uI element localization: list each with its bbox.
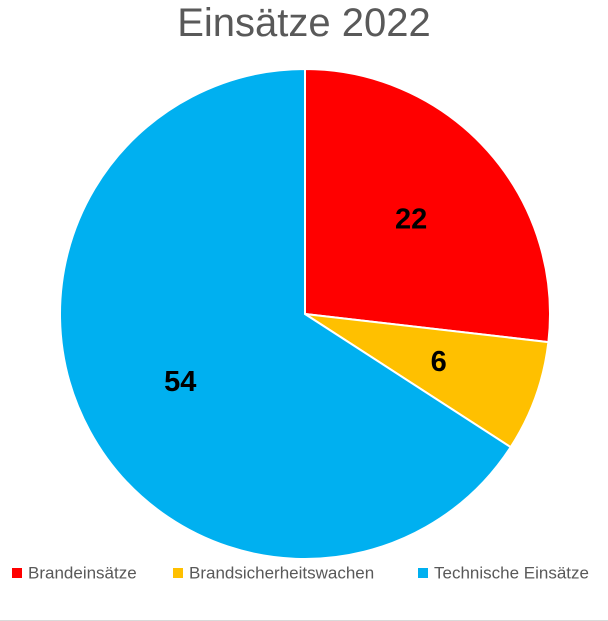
legend-item-1: Brandeinsätze [12, 564, 137, 583]
legend-item-3: Technische Einsätze [418, 564, 589, 583]
pie-slice-1 [304, 67, 551, 344]
legend-swatch-2 [173, 568, 183, 578]
legend-label-2: Brandsicherheitswachen [189, 564, 374, 583]
pie-slices [59, 67, 551, 560]
legend-swatch-3 [418, 568, 428, 578]
pie-slice-3 [59, 67, 513, 560]
data-label-1: 22 [395, 204, 427, 236]
data-label-3: 54 [164, 366, 196, 398]
legend: Brandeinsätze Brandsicherheitswachen Techn… [12, 564, 589, 583]
legend-item-2: Brandsicherheitswachen [173, 564, 374, 583]
legend-label-3: Technische Einsätze [434, 564, 589, 583]
chart-title: Einsätze 2022 [177, 1, 431, 45]
pie-data-labels: 22 6 54 [164, 204, 447, 398]
legend-swatch-1 [12, 568, 22, 578]
pie-slice-2 [304, 313, 550, 449]
data-label-2: 6 [431, 346, 447, 378]
legend-label-1: Brandeinsätze [28, 564, 137, 583]
